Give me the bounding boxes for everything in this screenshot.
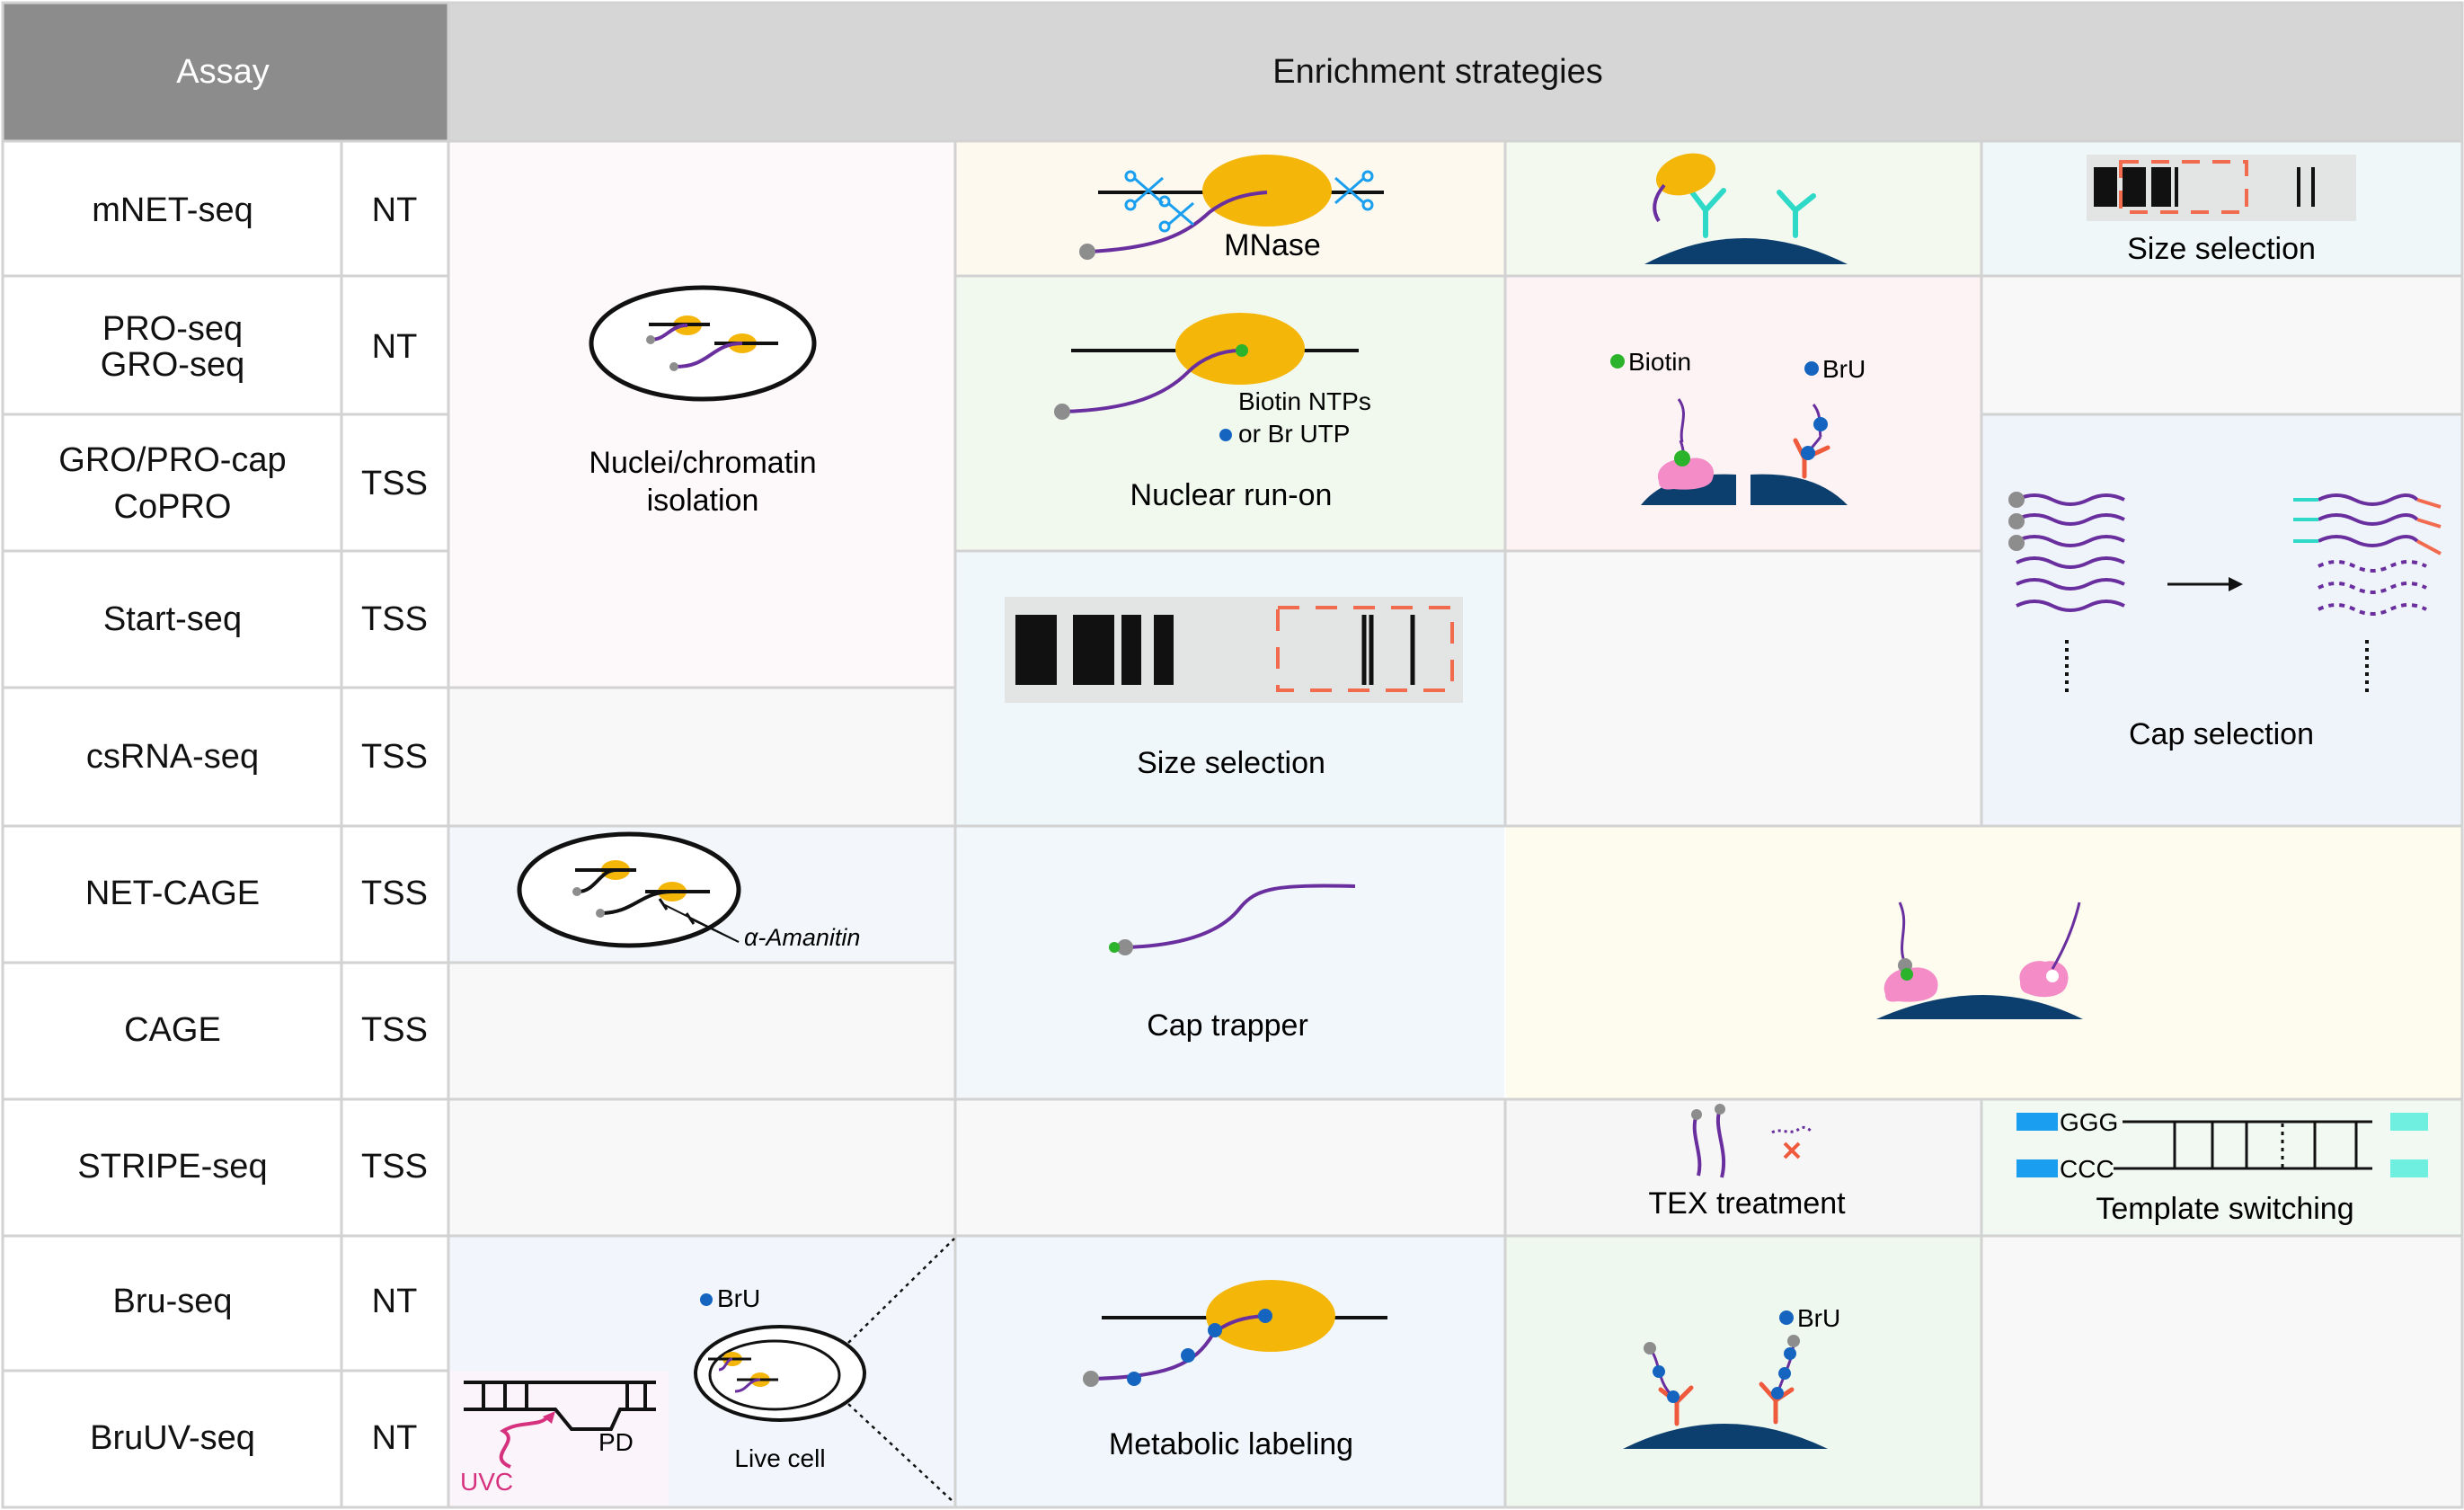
bru-metabolic-label: BrU <box>1797 1304 1840 1332</box>
bru-runon-label: BrU <box>1822 355 1866 383</box>
assay-type-pro-seq: NT <box>372 328 418 366</box>
assay-type-csrna-seq: TSS <box>361 738 428 776</box>
nuclei-label-line2: isolation <box>647 484 759 518</box>
live-cell-label: Live cell <box>734 1444 825 1472</box>
template-switching-illustration: GGG CCC Template switching <box>2016 1108 2428 1226</box>
assay-type-cage: TSS <box>361 1011 428 1049</box>
live-cell-bru-label: BrU <box>717 1284 760 1312</box>
biotin-ntps-label: Biotin NTPs <box>1238 387 1371 415</box>
size-selection-top-label: Size selection <box>2127 232 2316 266</box>
bru-antibody-bead-illustration: BrU <box>1623 1304 1840 1449</box>
mnase-label: MNase <box>1224 228 1321 262</box>
amanitin-label: α-Amanitin <box>744 924 860 951</box>
live-cell-illustration: BrU Live cell <box>694 1238 955 1504</box>
assay-type-bruuv-seq: NT <box>372 1419 418 1457</box>
metabolic-labeling-label: Metabolic labeling <box>1109 1427 1353 1461</box>
amanitin-nuclei-illustration: α-Amanitin <box>517 831 860 951</box>
ccc-label: CCC <box>2060 1155 2114 1183</box>
assay-name-csrna-seq: csRNA-seq <box>86 738 259 776</box>
type-column: NT NT TSS TSS TSS TSS TSS TSS NT NT <box>361 191 428 1457</box>
or-br-utp-label: or Br UTP <box>1238 420 1350 448</box>
assay-type-bru-seq: NT <box>372 1283 418 1320</box>
biotin-label: Biotin <box>1628 348 1691 376</box>
scissors-icon <box>1124 170 1164 211</box>
assay-name-stripe-seq: STRIPE-seq <box>77 1148 267 1186</box>
assay-name-start-seq: Start-seq <box>103 600 242 638</box>
tex-treatment-label: TEX treatment <box>1648 1186 1846 1221</box>
size-selection-label: Size selection <box>1137 746 1325 780</box>
mnase-illustration: MNase <box>1079 155 1384 262</box>
size-selection-gel-small: Size selection <box>2087 155 2356 266</box>
assay-type-stripe-seq: TSS <box>361 1148 428 1186</box>
nuclei-label-line1: Nuclei/chromatin <box>589 446 816 480</box>
cell-backgrounds <box>449 142 2462 1506</box>
header-assay-label: Assay <box>176 53 269 91</box>
header-assay <box>4 4 448 140</box>
nuclear-run-on-illustration: Biotin NTPs or Br UTP Nuclear run-on <box>1054 313 1371 512</box>
assay-type-mnet-seq: NT <box>372 191 418 229</box>
size-selection-gel-large: Size selection <box>1005 597 1463 780</box>
header-strategies <box>449 4 2462 140</box>
assay-type-net-cage: TSS <box>361 875 428 912</box>
assay-name-gro-pro-cap: GRO/PRO-cap <box>58 441 286 479</box>
nuclei-isolation-illustration: Nuclei/chromatin isolation <box>589 285 817 518</box>
biotin-bru-affinity-illustration: Biotin BrU <box>1610 348 1866 505</box>
cap-binding-bead-illustration <box>1876 902 2083 1019</box>
scissors-icon <box>1158 195 1194 233</box>
cap-selection-illustration: Cap selection <box>2008 492 2442 751</box>
template-switching-label: Template switching <box>2096 1192 2353 1226</box>
cross-icon <box>1783 1141 1801 1159</box>
assay-name-bruuv-seq: BruUV-seq <box>90 1419 255 1457</box>
uvc-label: UVC <box>460 1468 513 1496</box>
cap-trapper-label: Cap trapper <box>1147 1008 1308 1043</box>
uvc-dimer-illustration: PD UVC <box>460 1381 656 1496</box>
assay-column: mNET-seq PRO-seq GRO-seq GRO/PRO-cap CoP… <box>58 191 286 1457</box>
assay-name-copro: CoPRO <box>114 488 232 526</box>
assay-name-net-cage: NET-CAGE <box>85 875 260 912</box>
assay-name-mnet-seq: mNET-seq <box>92 191 253 229</box>
pd-label: PD <box>598 1428 634 1456</box>
assay-type-gro-pro-cap: TSS <box>361 465 428 502</box>
antibody-bead-illustration <box>1644 153 1848 264</box>
scissors-icon <box>1334 170 1374 211</box>
nuclear-run-on-label: Nuclear run-on <box>1130 478 1333 512</box>
assay-type-start-seq: TSS <box>361 600 428 638</box>
metabolic-labeling-illustration: Metabolic labeling <box>1083 1280 1387 1461</box>
ggg-label: GGG <box>2060 1108 2118 1136</box>
cap-selection-label: Cap selection <box>2129 717 2314 751</box>
header-strategies-label: Enrichment strategies <box>1272 53 1603 91</box>
assay-name-gro-seq: GRO-seq <box>101 346 244 384</box>
tex-treatment-illustration: TEX treatment <box>1648 1104 1846 1221</box>
assay-name-bru-seq: Bru-seq <box>112 1283 232 1320</box>
assay-name-pro-seq: PRO-seq <box>102 310 243 348</box>
assay-name-cage: CAGE <box>124 1011 221 1049</box>
cap-trapper-illustration: Cap trapper <box>1109 884 1356 1043</box>
